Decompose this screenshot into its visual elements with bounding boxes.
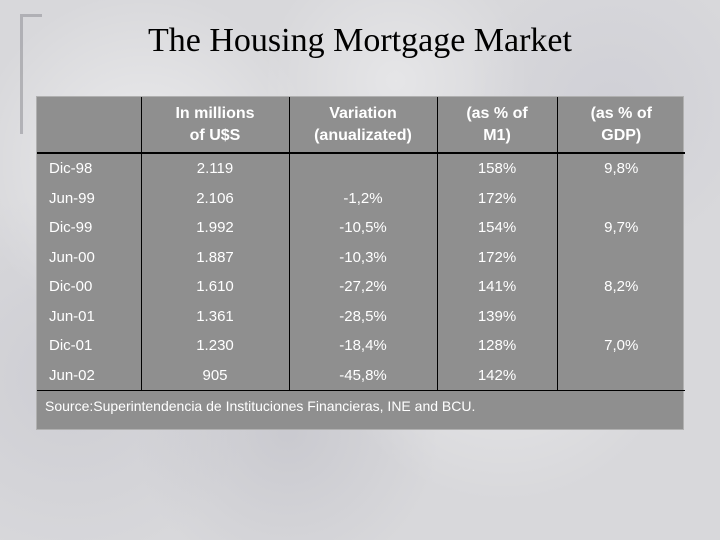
page-title: The Housing Mortgage Market (0, 0, 720, 60)
table-cell: 8,2% (557, 272, 685, 302)
table-cell: 1.230 (141, 331, 289, 361)
table-cell (557, 361, 685, 391)
table-cell: 1.610 (141, 272, 289, 302)
table-cell: 1.887 (141, 243, 289, 273)
table-source: Source:Superintendencia de Instituciones… (37, 391, 685, 430)
table-row: Dic-001.610-27,2%141%8,2% (37, 272, 685, 302)
col-header-pct-gdp: (as % of GDP) (557, 97, 685, 153)
table-cell: 7,0% (557, 331, 685, 361)
table-cell: 9,8% (557, 153, 685, 184)
table-cell: Dic-98 (37, 153, 141, 184)
mortgage-table: In millions of U$S Variation (anualizate… (37, 97, 685, 429)
table-cell (557, 302, 685, 332)
col-header-text: of U$S (190, 127, 241, 144)
table-cell: Dic-99 (37, 213, 141, 243)
table-cell: Jun-00 (37, 243, 141, 273)
table-cell: 139% (437, 302, 557, 332)
slide-corner-decoration (20, 14, 42, 134)
col-header-millions: In millions of U$S (141, 97, 289, 153)
table-cell: 128% (437, 331, 557, 361)
table-cell: Dic-00 (37, 272, 141, 302)
table-cell (557, 243, 685, 273)
table-row: Jun-992.106-1,2%172% (37, 184, 685, 214)
table-header-row: In millions of U$S Variation (anualizate… (37, 97, 685, 153)
col-header-text: (anualizated) (314, 127, 412, 144)
table-cell (289, 153, 437, 184)
table-cell: 2.106 (141, 184, 289, 214)
table-row: Dic-011.230-18,4%128%7,0% (37, 331, 685, 361)
table-cell: Dic-01 (37, 331, 141, 361)
table-row: Dic-991.992-10,5%154%9,7% (37, 213, 685, 243)
table-source-row: Source:Superintendencia de Instituciones… (37, 391, 685, 430)
table-cell: 1.992 (141, 213, 289, 243)
table-cell: -27,2% (289, 272, 437, 302)
table-cell: 172% (437, 243, 557, 273)
col-header-text: Variation (329, 105, 397, 122)
table-cell: 905 (141, 361, 289, 391)
table-cell (557, 184, 685, 214)
table-cell: -45,8% (289, 361, 437, 391)
table-cell: 158% (437, 153, 557, 184)
col-header-text: (as % of (466, 105, 527, 122)
table-body: Dic-982.119158%9,8%Jun-992.106-1,2%172%D… (37, 153, 685, 391)
table-row: Jun-02905-45,8%142% (37, 361, 685, 391)
col-header-period (37, 97, 141, 153)
col-header-variation: Variation (anualizated) (289, 97, 437, 153)
table-cell: -28,5% (289, 302, 437, 332)
table-cell: -18,4% (289, 331, 437, 361)
table-row: Jun-001.887-10,3%172% (37, 243, 685, 273)
table-cell: 141% (437, 272, 557, 302)
table-cell: 172% (437, 184, 557, 214)
table-cell: Jun-01 (37, 302, 141, 332)
mortgage-table-container: In millions of U$S Variation (anualizate… (36, 96, 684, 430)
table-cell: 142% (437, 361, 557, 391)
table-cell: Jun-99 (37, 184, 141, 214)
table-row: Jun-011.361-28,5%139% (37, 302, 685, 332)
table-cell: -10,5% (289, 213, 437, 243)
table-cell: 9,7% (557, 213, 685, 243)
table-cell: 2.119 (141, 153, 289, 184)
table-cell: Jun-02 (37, 361, 141, 391)
table-cell: -10,3% (289, 243, 437, 273)
col-header-text: GDP) (601, 127, 641, 144)
table-cell: 154% (437, 213, 557, 243)
table-cell: 1.361 (141, 302, 289, 332)
col-header-text: M1) (483, 127, 511, 144)
col-header-text: In millions (175, 105, 254, 122)
col-header-pct-m1: (as % of M1) (437, 97, 557, 153)
col-header-text: (as % of (591, 105, 652, 122)
table-cell: -1,2% (289, 184, 437, 214)
table-row: Dic-982.119 158%9,8% (37, 153, 685, 184)
